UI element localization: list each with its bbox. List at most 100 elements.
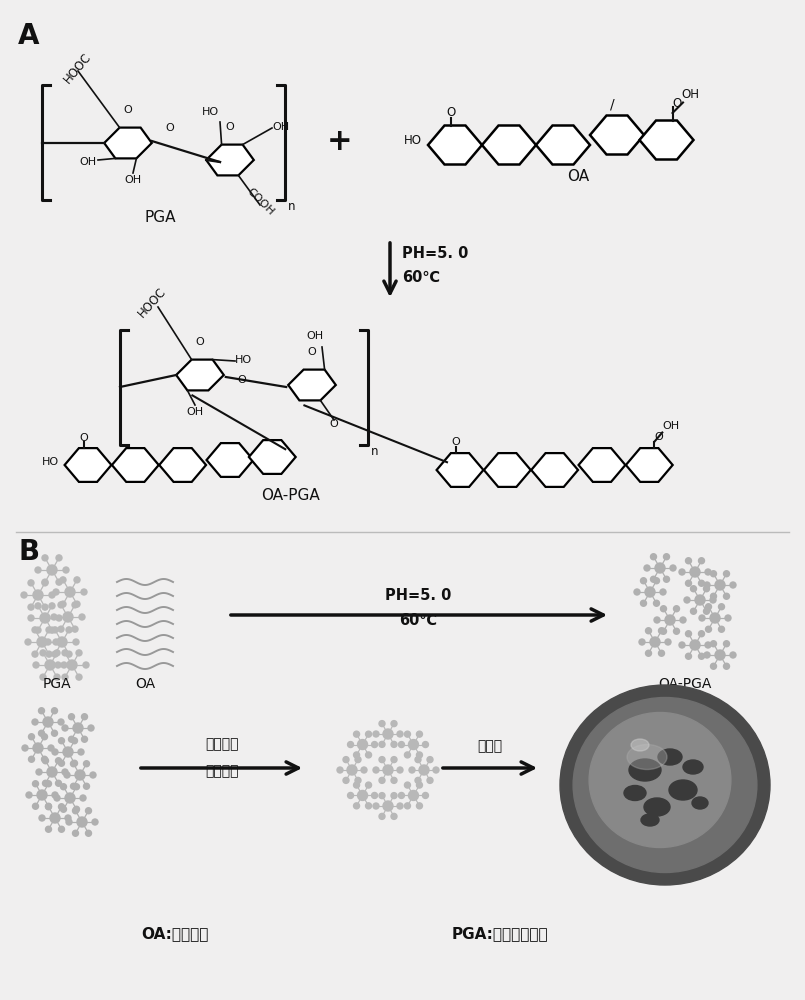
Circle shape — [54, 650, 60, 656]
Circle shape — [416, 752, 423, 758]
Circle shape — [715, 650, 725, 660]
Circle shape — [49, 603, 55, 609]
Circle shape — [690, 640, 700, 650]
Circle shape — [365, 752, 372, 758]
Circle shape — [58, 719, 64, 725]
Circle shape — [391, 793, 397, 799]
Text: HO: HO — [235, 355, 252, 365]
Ellipse shape — [683, 760, 703, 774]
Polygon shape — [625, 448, 673, 482]
Circle shape — [641, 600, 646, 606]
Circle shape — [398, 792, 404, 798]
Circle shape — [391, 721, 397, 727]
Circle shape — [46, 627, 52, 633]
Circle shape — [383, 729, 393, 739]
Circle shape — [680, 617, 686, 623]
Circle shape — [646, 628, 651, 634]
Circle shape — [52, 651, 58, 657]
Circle shape — [660, 589, 666, 595]
Circle shape — [724, 641, 729, 647]
Circle shape — [73, 723, 83, 733]
Circle shape — [383, 801, 393, 811]
Circle shape — [63, 612, 73, 622]
Circle shape — [361, 767, 367, 773]
Circle shape — [47, 565, 57, 575]
Circle shape — [66, 819, 72, 825]
Circle shape — [40, 674, 46, 680]
Circle shape — [61, 662, 67, 668]
Circle shape — [33, 743, 43, 753]
Circle shape — [710, 613, 720, 623]
Circle shape — [56, 555, 62, 561]
Circle shape — [62, 725, 68, 731]
Polygon shape — [104, 128, 152, 158]
Text: O: O — [452, 437, 460, 447]
Circle shape — [684, 597, 690, 603]
Circle shape — [654, 578, 659, 584]
Circle shape — [72, 808, 79, 814]
Ellipse shape — [658, 749, 682, 765]
Text: O: O — [196, 337, 204, 347]
Circle shape — [52, 627, 58, 633]
Circle shape — [665, 615, 675, 625]
Circle shape — [379, 813, 385, 819]
Text: O: O — [124, 105, 132, 115]
Circle shape — [65, 793, 75, 803]
Circle shape — [25, 639, 31, 645]
Text: O: O — [308, 347, 316, 357]
Circle shape — [348, 742, 353, 748]
Circle shape — [71, 761, 76, 767]
Circle shape — [42, 734, 47, 740]
Circle shape — [353, 731, 360, 737]
Text: n: n — [288, 200, 295, 213]
Circle shape — [84, 761, 89, 767]
Polygon shape — [536, 125, 590, 164]
Circle shape — [397, 803, 403, 809]
Text: O: O — [237, 375, 246, 385]
Circle shape — [37, 637, 47, 647]
Circle shape — [81, 589, 87, 595]
Text: OH: OH — [125, 175, 142, 185]
Circle shape — [416, 803, 423, 809]
Text: n: n — [371, 445, 378, 458]
Circle shape — [711, 641, 716, 647]
Circle shape — [650, 576, 657, 582]
Circle shape — [84, 783, 89, 789]
Circle shape — [39, 730, 44, 736]
Circle shape — [654, 617, 660, 623]
Circle shape — [75, 770, 85, 780]
Circle shape — [42, 756, 47, 762]
Circle shape — [353, 752, 360, 758]
Circle shape — [60, 577, 66, 583]
Circle shape — [383, 765, 393, 775]
Circle shape — [427, 777, 433, 783]
Circle shape — [711, 663, 716, 669]
Circle shape — [51, 614, 57, 620]
Circle shape — [348, 792, 353, 798]
Circle shape — [641, 578, 646, 584]
Circle shape — [39, 708, 44, 714]
Circle shape — [62, 769, 68, 775]
Circle shape — [59, 804, 64, 810]
Text: HO: HO — [201, 107, 219, 117]
Text: O: O — [654, 432, 663, 442]
Circle shape — [347, 765, 357, 775]
Circle shape — [658, 650, 664, 656]
Circle shape — [730, 652, 736, 658]
Circle shape — [355, 757, 361, 763]
Circle shape — [715, 580, 725, 590]
Circle shape — [78, 749, 84, 755]
Circle shape — [72, 830, 79, 836]
Circle shape — [650, 637, 660, 647]
Circle shape — [391, 741, 397, 747]
Circle shape — [59, 738, 64, 744]
Circle shape — [49, 627, 55, 633]
Circle shape — [62, 674, 68, 680]
Circle shape — [704, 582, 710, 588]
Circle shape — [646, 650, 651, 656]
Circle shape — [705, 604, 712, 610]
Circle shape — [60, 806, 67, 812]
Circle shape — [32, 719, 38, 725]
Circle shape — [353, 803, 360, 809]
Circle shape — [50, 813, 60, 823]
